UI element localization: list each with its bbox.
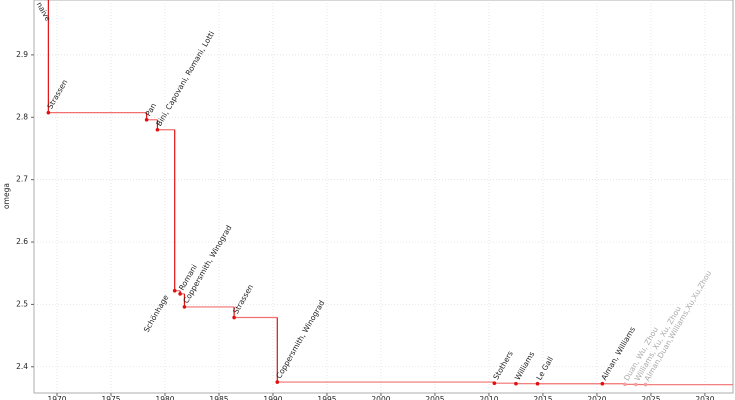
- x-tick-label: 1985: [209, 395, 228, 400]
- x-tick-label: 1990: [263, 395, 282, 400]
- data-point: [275, 380, 280, 384]
- data-point: [600, 381, 605, 386]
- data-point: [155, 127, 160, 132]
- plot-area: [33, 0, 734, 394]
- x-tick-label: 1995: [317, 395, 336, 400]
- data-point: [232, 315, 236, 320]
- data-point: [492, 381, 497, 386]
- x-tick-label: 2020: [587, 395, 606, 400]
- y-tick-label: 2.6: [16, 237, 28, 246]
- data-point: [634, 382, 638, 387]
- x-tick-label: 1970: [47, 395, 66, 400]
- data-point: [172, 288, 177, 293]
- x-tick-label: 1980: [155, 395, 174, 400]
- data-point: [643, 382, 648, 387]
- x-tick-label: 2025: [641, 395, 660, 400]
- data-point: [623, 382, 627, 387]
- y-tick-label: 2.9: [16, 50, 28, 59]
- x-tick-label: 2000: [371, 395, 390, 400]
- data-point: [514, 381, 518, 386]
- y-tick-label: 2.4: [16, 362, 28, 371]
- x-tick-label: 2010: [479, 395, 498, 400]
- x-tick-label: 2015: [533, 395, 552, 400]
- data-point: [144, 117, 149, 122]
- y-tick-label: 2.7: [16, 175, 28, 184]
- x-tick-label: 1975: [101, 395, 120, 400]
- y-tick-label: 2.8: [16, 112, 28, 121]
- data-point: [178, 292, 182, 296]
- data-point: [535, 381, 540, 386]
- y-tick-label: 2.5: [16, 299, 28, 308]
- x-tick-label: 2030: [695, 395, 714, 400]
- data-point: [46, 110, 51, 115]
- x-tick-label: 2005: [425, 395, 444, 400]
- data-point: [182, 305, 187, 309]
- y-axis-label: omega: [2, 183, 11, 209]
